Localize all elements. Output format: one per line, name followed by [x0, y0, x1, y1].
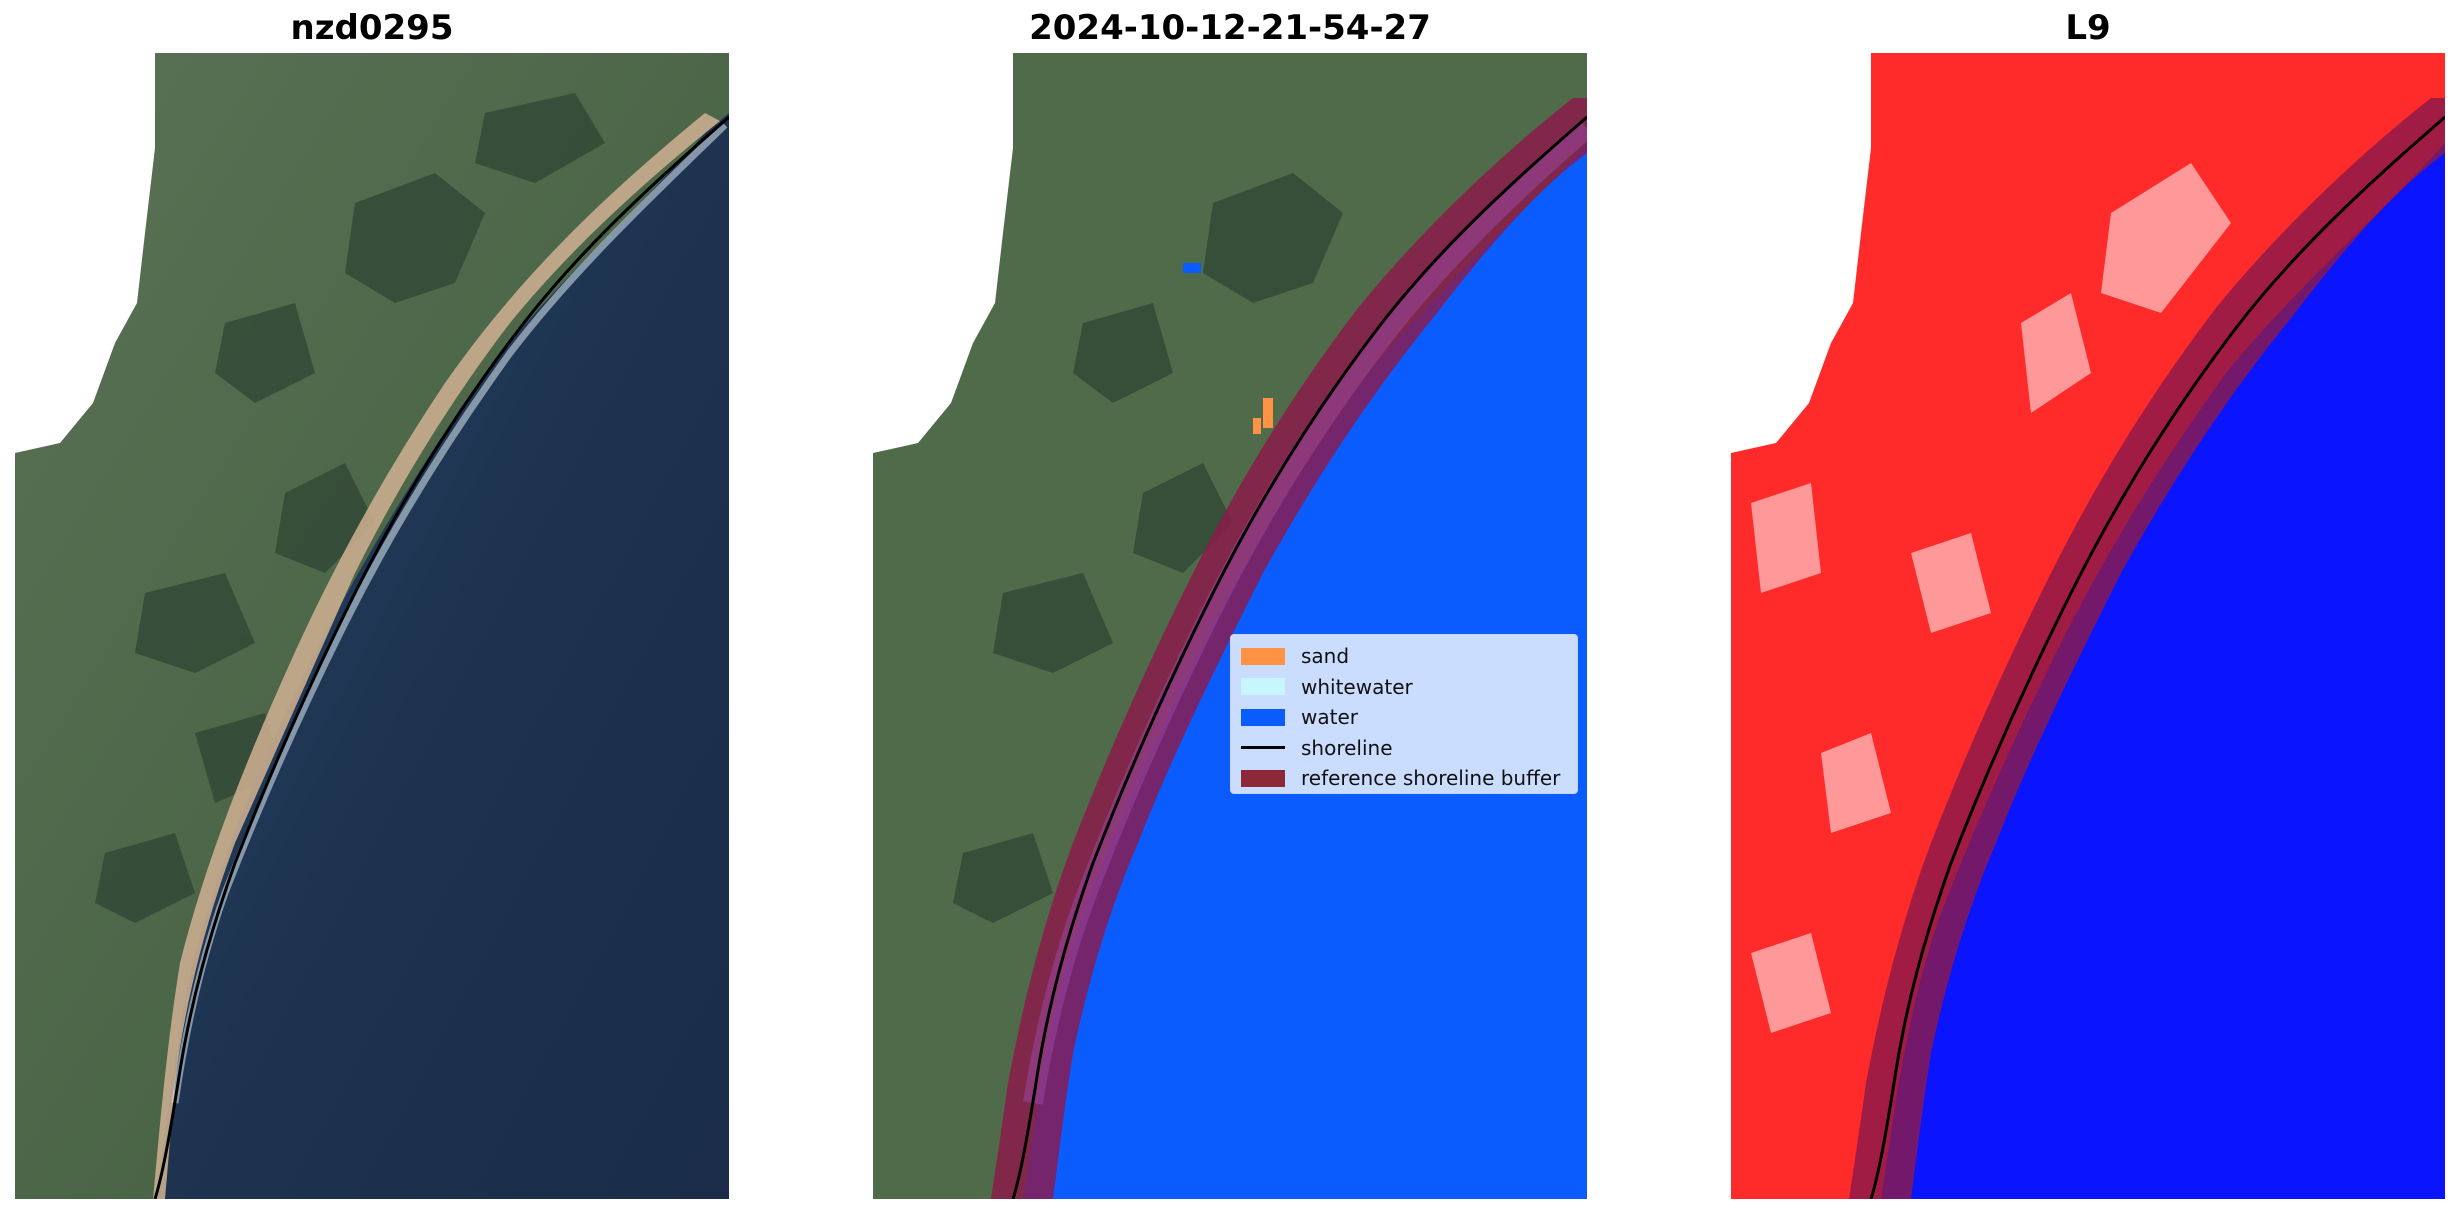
panel-rgb: nzd0295: [15, 0, 729, 1200]
ocean-area: [155, 113, 729, 1199]
nodata-area: [15, 53, 155, 453]
legend-item-whitewater: whitewater: [1241, 672, 1567, 703]
panel-index: L9: [1731, 0, 2445, 1200]
legend-label-sand: sand: [1301, 644, 1350, 669]
sand-patch: [1253, 418, 1261, 434]
dark-vegetation-patches: [953, 173, 1343, 923]
rgb-satellite-view: [15, 53, 729, 1199]
nodata-area: [873, 53, 1013, 453]
index-view: [1731, 53, 2445, 1199]
rgb-image: [15, 53, 729, 1199]
shoreline-line: [1011, 115, 1587, 1199]
nodata-area: [1731, 53, 1871, 453]
legend-label-buffer: reference shoreline buffer: [1301, 766, 1561, 791]
legend-label-water: water: [1301, 705, 1358, 730]
classified-image: [873, 53, 1587, 1199]
legend-item-shoreline: shoreline: [1241, 733, 1567, 764]
reference-shoreline-buffer: [991, 98, 1587, 1199]
whitewater-mix: [1023, 120, 1587, 1105]
dark-vegetation-patches: [95, 93, 605, 923]
legend-swatch-sand: [1241, 647, 1285, 665]
index-image: [1731, 53, 2445, 1199]
legend-swatch-whitewater: [1241, 678, 1285, 696]
inland-water-patch: [1183, 263, 1201, 273]
shoreline-line: [153, 115, 729, 1199]
legend-swatch-shoreline: [1241, 746, 1285, 750]
sand-patch: [1263, 398, 1273, 428]
legend-label-shoreline: shoreline: [1301, 735, 1393, 760]
classified-view: [873, 53, 1587, 1199]
panel-title-classified: 2024-10-12-21-54-27: [1029, 8, 1431, 48]
legend-swatch-water: [1241, 708, 1285, 726]
water-index: [1881, 143, 2445, 1199]
legend: sand whitewater water shoreline referenc…: [1230, 634, 1578, 794]
shoreline-line: [1869, 115, 2445, 1199]
panel-title-rgb: nzd0295: [290, 8, 454, 48]
legend-label-whitewater: whitewater: [1301, 674, 1413, 699]
legend-item-water: water: [1241, 702, 1567, 733]
panel-title-index: L9: [2065, 8, 2111, 48]
legend-swatch-buffer: [1241, 769, 1285, 787]
panel-classified: 2024-10-12-21-54-27: [873, 0, 1587, 1200]
light-land-patches: [1751, 163, 2231, 1033]
reference-shoreline-buffer: [1849, 98, 2445, 1199]
legend-item-buffer: reference shoreline buffer: [1241, 763, 1567, 794]
legend-item-sand: sand: [1241, 641, 1567, 672]
